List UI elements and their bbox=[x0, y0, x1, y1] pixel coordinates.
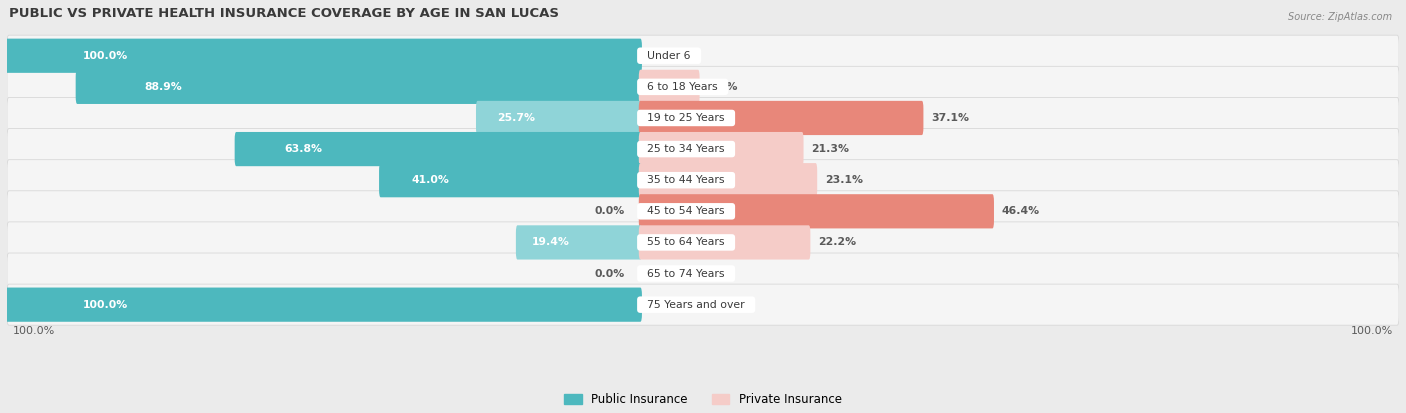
Text: 25 to 34 Years: 25 to 34 Years bbox=[640, 144, 733, 154]
FancyBboxPatch shape bbox=[6, 287, 643, 322]
Text: 35 to 44 Years: 35 to 44 Years bbox=[640, 175, 733, 185]
FancyBboxPatch shape bbox=[76, 70, 643, 104]
FancyBboxPatch shape bbox=[7, 128, 1399, 170]
FancyBboxPatch shape bbox=[638, 194, 994, 228]
Text: 41.0%: 41.0% bbox=[412, 175, 450, 185]
Text: 45 to 54 Years: 45 to 54 Years bbox=[640, 206, 733, 216]
FancyBboxPatch shape bbox=[6, 39, 643, 73]
Text: 100.0%: 100.0% bbox=[83, 51, 128, 61]
FancyBboxPatch shape bbox=[380, 163, 643, 197]
FancyBboxPatch shape bbox=[7, 97, 1399, 138]
FancyBboxPatch shape bbox=[638, 163, 817, 197]
FancyBboxPatch shape bbox=[7, 222, 1399, 263]
FancyBboxPatch shape bbox=[638, 132, 804, 166]
FancyBboxPatch shape bbox=[516, 225, 643, 259]
Text: 21.3%: 21.3% bbox=[811, 144, 849, 154]
Text: 37.1%: 37.1% bbox=[931, 113, 969, 123]
Text: 23.1%: 23.1% bbox=[825, 175, 863, 185]
Text: 100.0%: 100.0% bbox=[83, 300, 128, 310]
Text: 22.2%: 22.2% bbox=[818, 237, 856, 247]
Text: 100.0%: 100.0% bbox=[13, 326, 55, 336]
Text: 7.6%: 7.6% bbox=[707, 82, 738, 92]
Text: 46.4%: 46.4% bbox=[1002, 206, 1040, 216]
FancyBboxPatch shape bbox=[7, 160, 1399, 201]
Text: 25.7%: 25.7% bbox=[498, 113, 536, 123]
Text: 0.0%: 0.0% bbox=[657, 300, 686, 310]
Text: 100.0%: 100.0% bbox=[1351, 326, 1393, 336]
FancyBboxPatch shape bbox=[477, 101, 643, 135]
Text: 65 to 74 Years: 65 to 74 Years bbox=[640, 268, 733, 278]
Legend: Public Insurance, Private Insurance: Public Insurance, Private Insurance bbox=[564, 393, 842, 406]
Text: PUBLIC VS PRIVATE HEALTH INSURANCE COVERAGE BY AGE IN SAN LUCAS: PUBLIC VS PRIVATE HEALTH INSURANCE COVER… bbox=[8, 7, 558, 20]
FancyBboxPatch shape bbox=[7, 253, 1399, 294]
Text: 55 to 64 Years: 55 to 64 Years bbox=[640, 237, 733, 247]
FancyBboxPatch shape bbox=[638, 225, 810, 259]
Text: 63.8%: 63.8% bbox=[285, 144, 323, 154]
Text: 88.9%: 88.9% bbox=[145, 82, 183, 92]
Text: 0.0%: 0.0% bbox=[595, 206, 624, 216]
FancyBboxPatch shape bbox=[7, 191, 1399, 232]
Text: 6 to 18 Years: 6 to 18 Years bbox=[640, 82, 725, 92]
Text: 19 to 25 Years: 19 to 25 Years bbox=[640, 113, 733, 123]
FancyBboxPatch shape bbox=[638, 70, 700, 104]
FancyBboxPatch shape bbox=[638, 101, 924, 135]
FancyBboxPatch shape bbox=[7, 284, 1399, 325]
Text: Under 6: Under 6 bbox=[640, 51, 697, 61]
Text: 0.0%: 0.0% bbox=[657, 51, 686, 61]
FancyBboxPatch shape bbox=[235, 132, 643, 166]
Text: 75 Years and over: 75 Years and over bbox=[640, 300, 752, 310]
Text: 0.0%: 0.0% bbox=[595, 268, 624, 278]
Text: Source: ZipAtlas.com: Source: ZipAtlas.com bbox=[1288, 12, 1392, 22]
FancyBboxPatch shape bbox=[7, 35, 1399, 76]
Text: 19.4%: 19.4% bbox=[533, 237, 569, 247]
Text: 0.0%: 0.0% bbox=[657, 268, 686, 278]
FancyBboxPatch shape bbox=[7, 66, 1399, 107]
